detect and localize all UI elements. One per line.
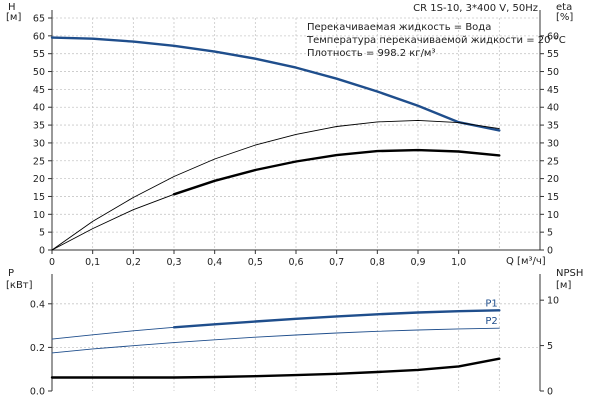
y-right-tick-label: 5 (547, 228, 553, 239)
y-axis-label-p: P (8, 268, 14, 279)
y-tick-label: 50 (33, 67, 45, 78)
y-tick-label: 0.0 (30, 387, 45, 398)
y-right-axis-unit-npsh: [м] (556, 280, 571, 291)
x-axis-label: Q [м³/ч] (506, 256, 546, 267)
x-tick-label: 0,9 (410, 257, 425, 268)
y-tick-label: 0.4 (30, 299, 45, 310)
fluid-annotation: Температура перекачиваемой жидкости = 20… (306, 35, 566, 46)
y-right-tick-label: 0 (547, 246, 553, 257)
y-tick-label: 55 (33, 49, 45, 60)
series-line (51, 119, 500, 251)
y-axis-label-h: H (8, 2, 16, 13)
fluid-annotation: Плотность = 998.2 кг/м³ (307, 48, 436, 59)
y-right-tick-label: 25 (547, 156, 559, 167)
y-right-axis-label-eta: eta (556, 2, 572, 13)
y-right-tick-label: 55 (547, 49, 559, 60)
y-axis-unit-p: [кВт] (6, 280, 33, 291)
y-right-tick-label: 20 (547, 174, 559, 185)
x-tick-label: 0,5 (248, 257, 263, 268)
series-line (50, 357, 501, 379)
y-tick-label: 45 (33, 85, 45, 96)
y-tick-label: 10 (33, 210, 45, 221)
y-right-tick-label: 30 (547, 138, 559, 149)
y-tick-label: 15 (33, 192, 45, 203)
y-right-tick-label: 45 (547, 85, 559, 96)
y-tick-label: 30 (33, 138, 45, 149)
y-right-axis-label-npsh: NPSH (556, 268, 583, 279)
y-axis-unit-h: [м] (6, 12, 21, 23)
fluid-annotation: Перекачиваемая жидкость = Вода (307, 22, 491, 33)
y-right-tick-label: 10 (547, 296, 559, 307)
y-right-tick-label: 0 (547, 387, 553, 398)
y-right-tick-label: 10 (547, 210, 559, 221)
series-label: P1 (485, 298, 497, 309)
x-tick-label: 0 (49, 257, 55, 268)
series-line (172, 148, 501, 196)
y-tick-label: 25 (33, 156, 45, 167)
y-tick-label: 40 (33, 103, 45, 114)
series-line (50, 36, 501, 132)
y-right-tick-label: 15 (547, 192, 559, 203)
y-tick-label: 5 (39, 228, 45, 239)
y-tick-label: 65 (33, 14, 45, 25)
y-tick-label: 35 (33, 121, 45, 132)
y-right-tick-label: 40 (547, 103, 559, 114)
y-right-tick-label: 60 (547, 31, 559, 42)
y-tick-label: 20 (33, 174, 45, 185)
y-tick-label: 0 (39, 246, 45, 257)
x-tick-label: 0,8 (370, 257, 385, 268)
x-tick-label: 0,6 (288, 257, 303, 268)
x-tick-label: 1,0 (451, 257, 466, 268)
y-right-tick-label: 5 (547, 341, 553, 352)
x-tick-label: 0,3 (166, 257, 181, 268)
y-tick-label: 60 (33, 31, 45, 42)
series-label: P2 (485, 316, 497, 327)
chart-title: CR 1S-10, 3*400 V, 50Hz (413, 3, 538, 14)
y-tick-label: 0.2 (30, 343, 45, 354)
series-line (172, 309, 501, 329)
x-tick-label: 0,7 (329, 257, 344, 268)
x-tick-label: 0,2 (126, 257, 141, 268)
y-right-tick-label: 50 (547, 67, 559, 78)
series-line (51, 309, 500, 340)
x-tick-label: 0,4 (207, 257, 222, 268)
series-line (51, 327, 500, 354)
y-right-tick-label: 35 (547, 121, 559, 132)
y-right-axis-unit-eta: [%] (556, 12, 573, 23)
x-tick-label: 0,1 (85, 257, 100, 268)
